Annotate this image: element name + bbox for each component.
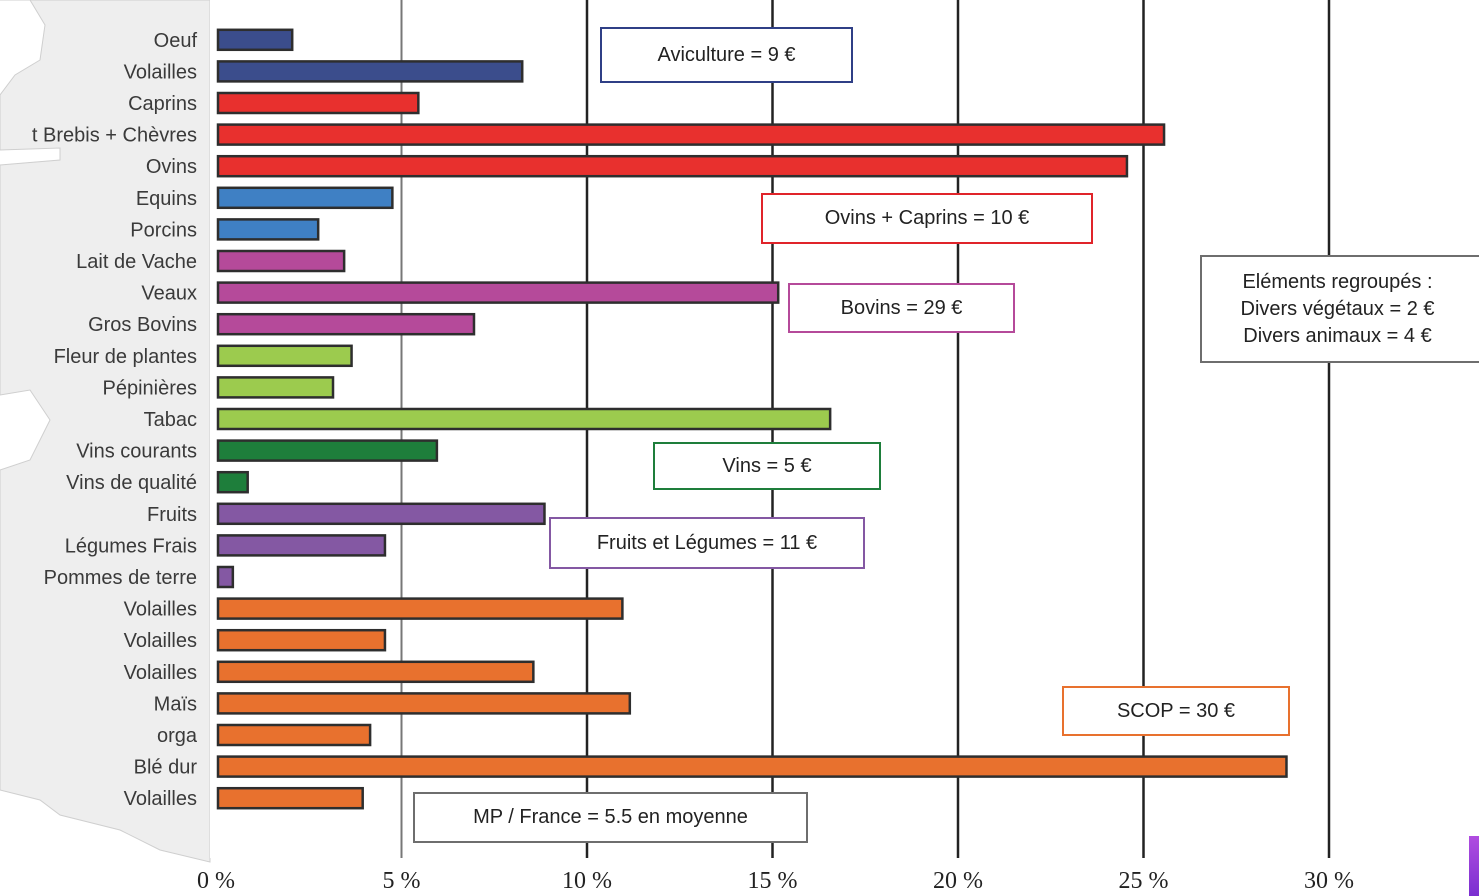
category-label: Fleur de plantes [54,346,197,368]
category-label: Porcins [130,219,197,241]
category-label: Vins courants [76,441,197,463]
bar [216,312,476,336]
bar [216,597,624,620]
bar [216,470,249,494]
x-tick-label: 25 % [1119,868,1169,894]
annotation-text: Bovins = 29 € [840,296,963,319]
x-tick-label: 0 % [197,868,235,894]
x-tick-label: 10 % [562,868,612,894]
bar [216,502,546,526]
category-label: Equins [136,188,197,210]
category-label: Caprins [128,93,197,115]
category-label: Légumes Frais [65,535,197,557]
corner-accent [1469,836,1479,896]
category-label: Veaux [141,283,197,305]
x-tick-label: 30 % [1304,868,1354,894]
bar [216,249,346,273]
bar [216,439,439,462]
annotation-text: Ovins + Caprins = 10 € [824,207,1030,229]
category-label: Volailles [124,788,197,810]
bar [216,755,1288,778]
category-label: Oeuf [154,30,198,52]
category-label: Tabac [144,409,197,431]
bar [216,123,1166,146]
category-label: Volailles [124,61,197,83]
bar [216,628,387,652]
annotation-text: Divers végétaux = 2 € [1240,297,1435,320]
annotation-text: Fruits et Légumes = 11 € [596,531,818,554]
annotation-box: Vins = 5 € [653,442,881,490]
bar [216,281,780,304]
bar [216,534,387,557]
category-label: Vins de qualité [66,472,197,494]
annotation-text: Vins = 5 € [722,454,812,477]
bar [216,692,632,715]
category-label: Volailles [124,599,197,621]
annotation-box: Fruits et Légumes = 11 € [549,517,865,569]
category-label: Maïs [154,693,197,715]
category-label: Ovins [146,156,197,178]
annotation-box: Aviculture = 9 € [600,27,853,83]
annotation-box: Eléments regroupés : Divers végétaux = 2 … [1200,255,1479,363]
bar [216,723,372,747]
category-label: Volailles [124,662,197,684]
background-map-shape [0,0,211,863]
annotation-text: Aviculture = 9 € [657,43,796,66]
bar [216,565,235,589]
bar [216,376,335,399]
bar [216,218,320,241]
bar [216,28,294,52]
bar [216,186,394,210]
x-tick-label: 5 % [383,868,421,894]
category-label: Volailles [124,630,197,652]
annotation-text: MP / France = 5.5 en moyenne [473,806,748,828]
category-label: Pépinières [102,377,197,399]
x-tick-label: 15 % [748,868,798,894]
annotation-box: Ovins + Caprins = 10 € [761,193,1093,244]
category-label: t Brebis + Chèvres [32,125,197,147]
bar [216,786,364,810]
annotation-box: Bovins = 29 € [788,283,1015,333]
annotation-text: Divers animaux = 4 € [1243,324,1432,347]
category-label: orga [157,725,198,747]
annotation-box: MP / France = 5.5 en moyenne [413,792,808,843]
bar [216,154,1129,178]
annotation-text: SCOP = 30 € [1116,699,1236,722]
category-label: Pommes de terre [44,567,197,589]
bar [216,344,353,368]
category-label: Lait de Vache [76,251,197,273]
bar [216,91,420,115]
x-tick-label: 20 % [933,868,983,894]
category-label: Gros Bovins [88,314,197,336]
category-label: Fruits [147,504,197,526]
bar [216,660,535,684]
bar [216,60,524,83]
category-label: Blé dur [134,757,198,779]
bar [216,407,832,431]
annotation-text: Eléments regroupés : [1242,270,1433,293]
annotation-box: SCOP = 30 € [1062,686,1290,736]
